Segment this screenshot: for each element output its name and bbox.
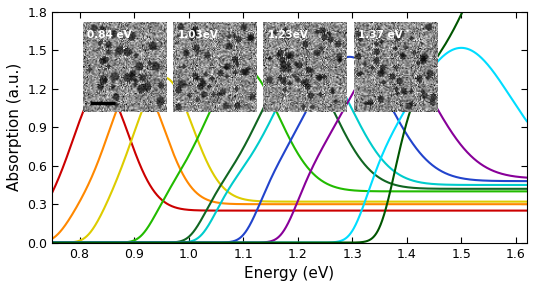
X-axis label: Energy (eV): Energy (eV) bbox=[245, 266, 335, 281]
Y-axis label: Absorption (a.u.): Absorption (a.u.) bbox=[7, 63, 22, 192]
